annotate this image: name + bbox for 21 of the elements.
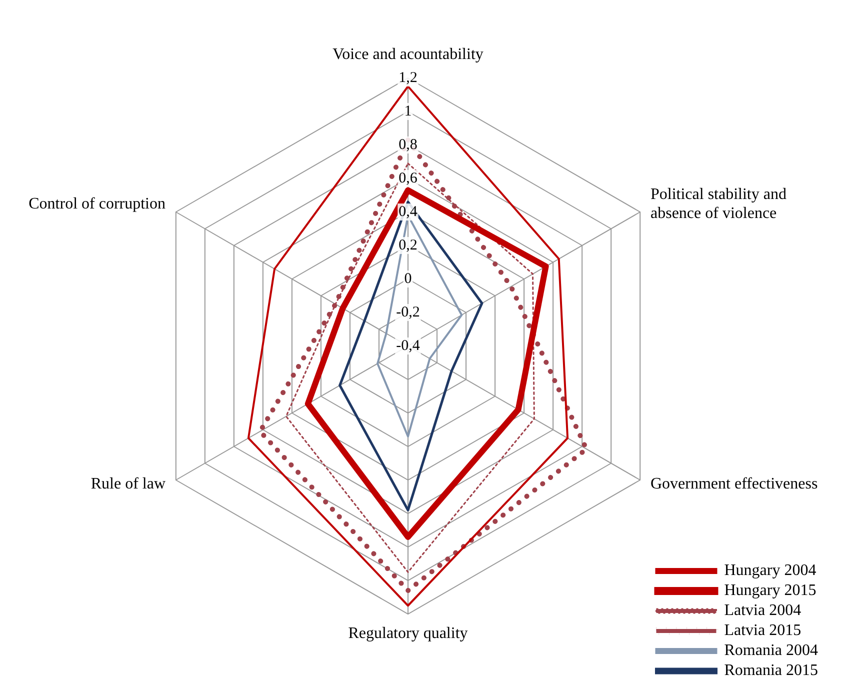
y-tick-label: 0,2 <box>398 237 418 254</box>
y-tick-label: 0 <box>404 270 412 287</box>
legend-label: Latvia 2004 <box>724 602 802 620</box>
y-tick-label: 0,8 <box>398 136 418 153</box>
legend-label: Latvia 2015 <box>724 622 802 640</box>
y-tick-label: 0,4 <box>398 204 418 220</box>
spoke-label: Rule of law <box>90 476 166 493</box>
y-tick-label: 1 <box>404 103 412 120</box>
legend-label: Hungary 2004 <box>724 562 816 580</box>
spoke-label: Regulatory quality <box>348 625 468 642</box>
y-tick-label: 1,2 <box>398 70 418 86</box>
spoke-label: Voice and acountability <box>332 46 484 64</box>
spoke-label: Control of corruption <box>28 196 166 213</box>
legend-label: Romania 2015 <box>724 662 818 680</box>
legend-label: Hungary 2015 <box>724 582 816 600</box>
legend-label: Romania 2004 <box>724 642 818 660</box>
spoke-label: Political stability and absence of violence <box>650 186 786 222</box>
y-tick-label: 0,6 <box>398 170 418 186</box>
y-tick-label: -0,2 <box>396 304 420 320</box>
spoke-label: Government effectiveness <box>650 476 818 493</box>
y-tick-label: -0,4 <box>396 338 420 354</box>
